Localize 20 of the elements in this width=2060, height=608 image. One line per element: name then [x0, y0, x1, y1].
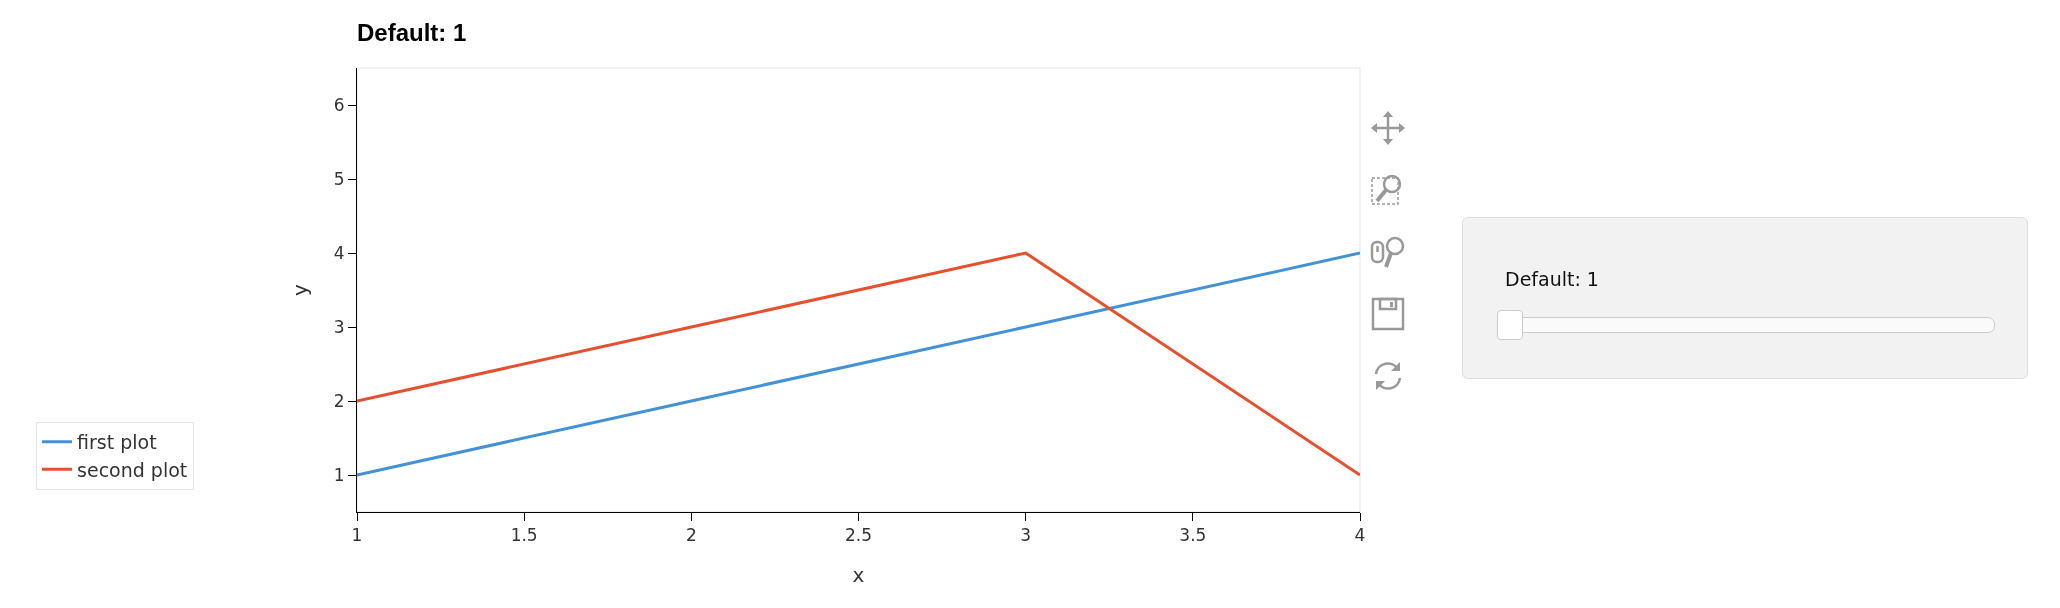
line-series — [357, 251, 1360, 477]
x-tick-label: 2.5 — [844, 525, 873, 546]
y-tick-label: 1 — [333, 464, 345, 485]
legend-label: second plot — [77, 458, 188, 481]
chart-title: Default: 1 — [357, 19, 467, 47]
y-tick-label: 4 — [333, 242, 345, 263]
slider-panel: Default: 1 — [1462, 217, 2028, 379]
x-tick-label: 1 — [351, 525, 363, 546]
x-tick-label: 3.5 — [1179, 525, 1207, 546]
x-tick-label: 4 — [1354, 525, 1366, 546]
legend-label: first plot — [77, 431, 157, 454]
x-tick-label: 1.5 — [510, 525, 538, 546]
y-tick-label: 5 — [333, 168, 345, 189]
y-tick-label: 3 — [333, 316, 345, 337]
y-axis-title: y — [288, 283, 312, 296]
y-tick-label: 6 — [333, 94, 345, 115]
x-axis-title: x — [852, 563, 865, 587]
x-tick-label: 2 — [685, 525, 697, 546]
y-tick-label: 2 — [333, 390, 345, 411]
x-tick-label: 3 — [1020, 525, 1032, 546]
